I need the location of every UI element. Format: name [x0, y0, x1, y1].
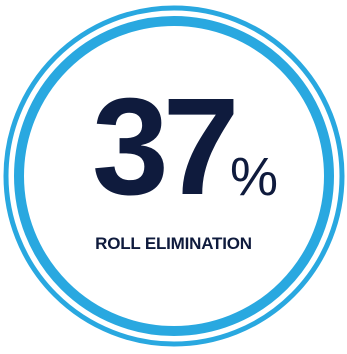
inner-ring [14, 16, 334, 336]
stat-value: 37 [92, 70, 239, 224]
outer-ring [3, 5, 345, 347]
stat-unit: % [230, 147, 279, 207]
stat-caption: ROLL ELIMINATION [95, 234, 252, 253]
